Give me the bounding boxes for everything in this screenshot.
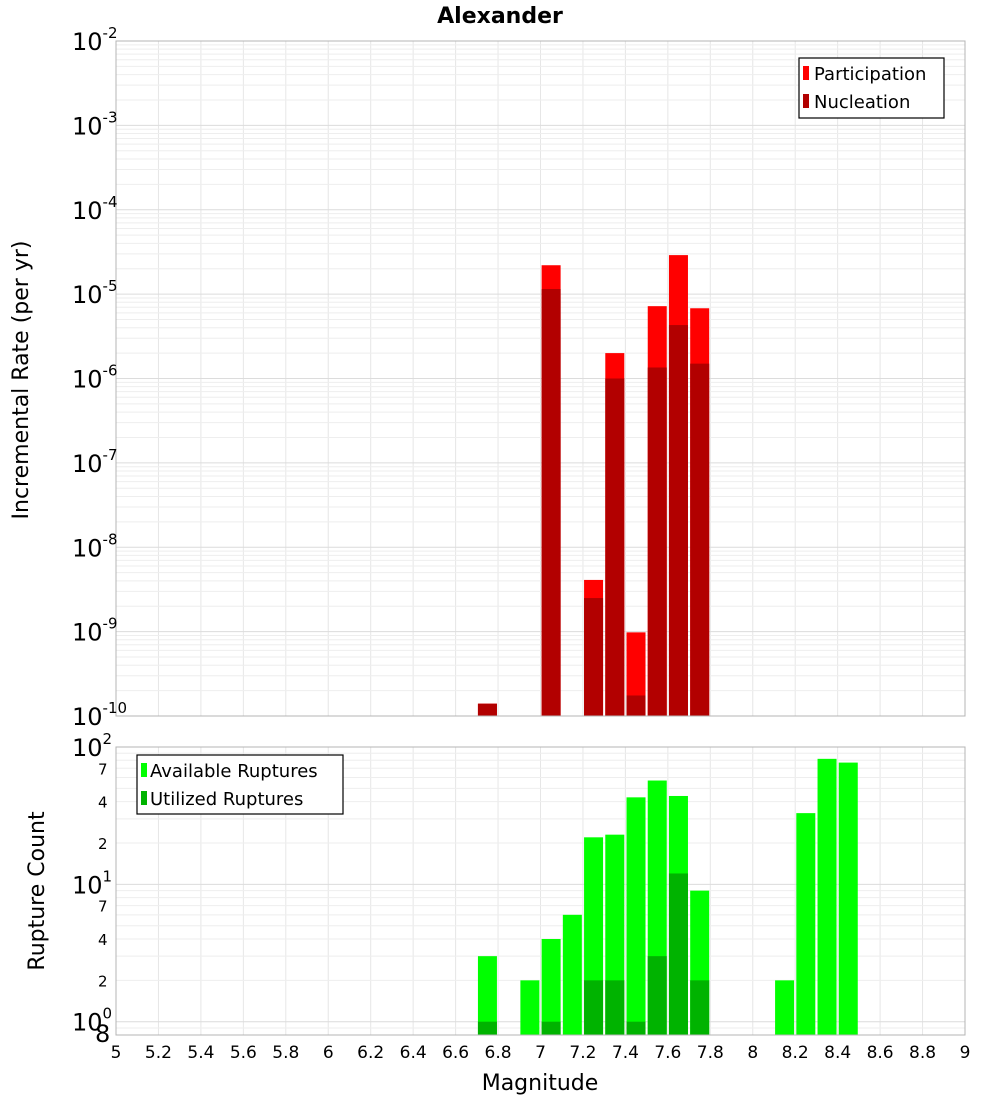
- legend-label-nucleation: Nucleation: [814, 92, 910, 113]
- bottom-bar-a-13: [838, 762, 858, 1035]
- bottom-bar-b-2: [584, 980, 604, 1035]
- bottom-bar-a-6: [626, 797, 646, 1035]
- top-panel: 10-10 10-9 10-8 10-7 10-6 10-5 10-4 10-3 10-2 In…: [9, 24, 966, 731]
- legend-label-utilized: Utilized Ruptures: [150, 789, 303, 810]
- top-plot-frame: [115, 40, 966, 717]
- bottom-bar-b-5: [647, 956, 667, 1035]
- bottom-bar-a-3: [562, 914, 582, 1035]
- top-ytick-label: 10-10: [72, 699, 127, 731]
- xtick-label: 8.2: [782, 1043, 809, 1063]
- xtick-label: 8.6: [867, 1043, 894, 1063]
- bottom-bar-b-3: [605, 980, 625, 1035]
- bottom-ytick-minor-label: 7: [98, 898, 108, 916]
- legend-swatch-utilized: [141, 791, 147, 805]
- xtick-label: 5.8: [272, 1043, 299, 1063]
- bottom-legend: Available Ruptures Utilized Ruptures: [136, 754, 344, 815]
- xtick-label: 7.6: [654, 1043, 681, 1063]
- bottom-ytick-major-label: 101: [72, 867, 112, 899]
- top-legend-box: [798, 57, 945, 119]
- bottom-bar-b-0: [477, 1021, 497, 1035]
- legend-label-available: Available Ruptures: [150, 761, 318, 782]
- bottom-ytick-minor-label: 2: [98, 835, 108, 853]
- top-ytick-label: 10-6: [72, 362, 118, 394]
- xtick-label: 6: [323, 1043, 334, 1063]
- top-ytick-label: 10-7: [72, 446, 118, 478]
- top-ytick-label: 10-4: [72, 193, 118, 225]
- top-bars: [477, 255, 710, 716]
- bottom-ytick-minor-label: 4: [98, 794, 108, 812]
- bottom-bar-a-1: [520, 980, 540, 1035]
- xtick-label: 7.8: [697, 1043, 724, 1063]
- top-ytick-label: 10-9: [72, 615, 118, 647]
- legend-swatch-available: [141, 763, 147, 777]
- xtick-label: 5.4: [187, 1043, 214, 1063]
- top-bar-b-4: [626, 695, 646, 716]
- xtick-label: 6.2: [357, 1043, 384, 1063]
- bottom-bar-a-2: [541, 939, 561, 1035]
- xtick-label: 9: [960, 1043, 971, 1063]
- bottom-ytick-minor-label: 7: [98, 760, 108, 778]
- xtick-label: 6.4: [400, 1043, 427, 1063]
- xtick-label: 8: [747, 1043, 758, 1063]
- bottom-bars: [477, 758, 858, 1035]
- top-y-axis-label: Incremental Rate (per yr): [9, 241, 34, 520]
- top-ytick-label: 10-3: [72, 108, 118, 140]
- top-bar-b-1: [541, 289, 561, 716]
- top-bar-b-0: [477, 703, 497, 716]
- top-bar-b-3: [605, 378, 625, 716]
- top-ytick-label: 10-2: [72, 24, 118, 56]
- top-gridlines: [116, 41, 965, 717]
- legend-label-participation: Participation: [814, 64, 926, 85]
- xtick-label: 6.8: [485, 1043, 512, 1063]
- chart-title: Alexander: [437, 4, 563, 29]
- x-tick-labels: 5 5.2 5.4 5.6 5.8 6 6.2 6.4 6.6 6.8 7 7.2 7.4 7.6 7.8 8…: [111, 1043, 971, 1063]
- top-bar-b-2: [584, 598, 604, 716]
- legend-swatch-participation: [803, 66, 809, 80]
- bottom-ytick-minor-label: 8: [95, 1020, 110, 1048]
- top-ytick-label: 10-8: [72, 530, 118, 562]
- bottom-bar-b-4: [626, 1021, 646, 1035]
- xtick-label: 5.6: [230, 1043, 257, 1063]
- top-legend: Participation Nucleation: [798, 57, 945, 119]
- xtick-label: 7.4: [612, 1043, 639, 1063]
- top-bar-b-7: [690, 363, 710, 716]
- bottom-bar-b-6: [668, 873, 688, 1035]
- bottom-bar-b-7: [690, 980, 710, 1035]
- bottom-ytick-minor-label: 2: [98, 972, 108, 990]
- xtick-label: 8.8: [909, 1043, 936, 1063]
- top-bar-b-6: [668, 325, 688, 716]
- top-bar-b-5: [647, 367, 667, 716]
- xtick-label: 8.4: [824, 1043, 851, 1063]
- xtick-label: 7: [535, 1043, 546, 1063]
- xtick-label: 5: [111, 1043, 122, 1063]
- bottom-bar-a-0: [477, 956, 497, 1035]
- bottom-bar-b-1: [541, 1021, 561, 1035]
- bottom-y-axis-label: Rupture Count: [25, 811, 50, 971]
- top-ytick-label: 10-5: [72, 277, 118, 309]
- bottom-ytick-minor-label: 4: [98, 931, 108, 949]
- bottom-legend-box: [136, 754, 344, 815]
- top-bar-a-4: [626, 632, 646, 716]
- x-axis-label: Magnitude: [482, 1071, 599, 1096]
- xtick-label: 7.2: [569, 1043, 596, 1063]
- bottom-ytick-major-label: 102: [72, 730, 112, 762]
- bottom-bar-a-10: [775, 980, 795, 1035]
- xtick-label: 6.6: [442, 1043, 469, 1063]
- legend-swatch-nucleation: [803, 94, 809, 108]
- bottom-plot-frame: [115, 746, 966, 1036]
- bottom-bar-a-12: [817, 758, 837, 1035]
- xtick-label: 5.2: [145, 1043, 172, 1063]
- bottom-bar-a-11: [796, 813, 816, 1035]
